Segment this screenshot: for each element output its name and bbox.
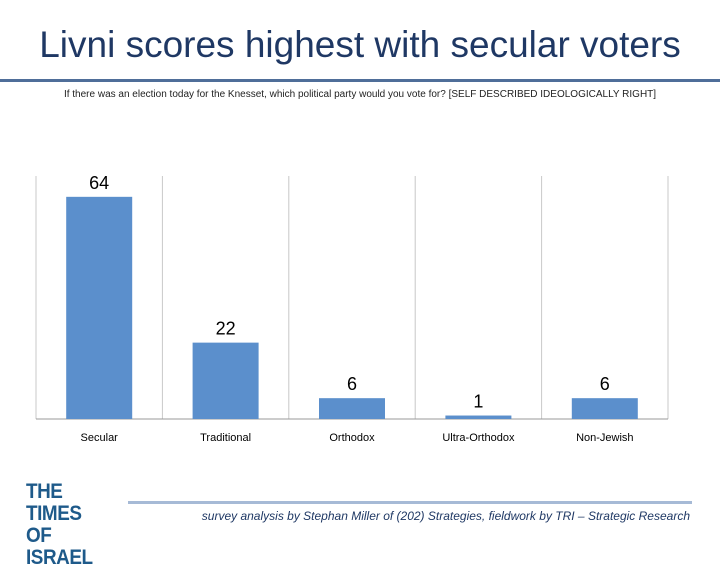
chart-subtitle: If there was an election today for the K… (63, 89, 657, 100)
bar-orthodox (319, 398, 385, 419)
bar-ultra-orthodox (445, 415, 512, 419)
x-tick-label: Ultra-Orthodox (442, 432, 515, 444)
bar-chart: 64 Secular 22 Traditional 6 Orthodox 1 Ultra-Or… (35, 173, 669, 444)
x-tick-label: Non-Jewish (576, 432, 633, 444)
x-tick-label: Traditional (200, 432, 251, 444)
times-of-israel-logo: THE TIMES OF ISRAEL (26, 481, 122, 569)
logo-line-1: THE TIMES (26, 480, 82, 525)
data-label: 1 (473, 392, 483, 412)
footer-credit: survey analysis by Stephan Miller of (20… (201, 509, 690, 523)
bar-non-jewish (571, 398, 638, 419)
chart-title: Livni scores highest with secular voters (39, 24, 681, 65)
data-label: 22 (216, 319, 236, 339)
data-label: 64 (89, 173, 109, 193)
title-divider (0, 79, 720, 82)
logo-line-2: OF ISRAEL (26, 524, 93, 569)
data-label: 6 (347, 374, 357, 394)
bar-traditional (192, 342, 259, 419)
x-tick-label: Secular (81, 432, 119, 444)
footer-divider (128, 501, 692, 504)
data-label: 6 (600, 374, 610, 394)
bar-secular (66, 196, 133, 419)
x-tick-label: Orthodox (329, 432, 375, 444)
